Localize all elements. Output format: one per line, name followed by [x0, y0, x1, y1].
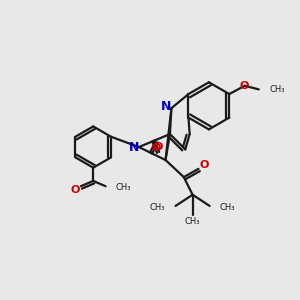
Text: CH₃: CH₃ [269, 85, 284, 94]
Text: CH₃: CH₃ [150, 203, 165, 212]
Text: O: O [199, 160, 208, 170]
Text: CH₃: CH₃ [115, 183, 130, 192]
Text: CH₃: CH₃ [220, 203, 236, 212]
Text: N: N [161, 100, 172, 113]
Text: O: O [153, 142, 162, 152]
Text: O: O [152, 143, 161, 153]
Text: CH₃: CH₃ [185, 217, 200, 226]
Text: O: O [240, 81, 249, 91]
Text: N: N [129, 141, 139, 154]
Text: O: O [71, 185, 80, 195]
